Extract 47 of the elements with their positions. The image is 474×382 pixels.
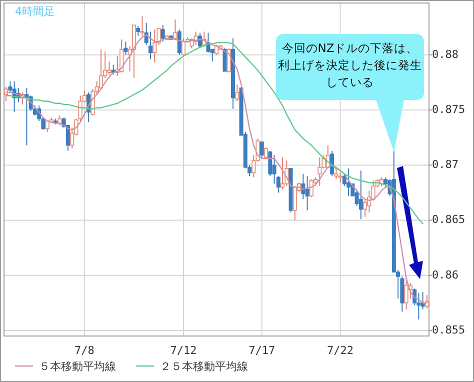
candlestick [226, 48, 231, 73]
x-tick-label: 7/8 [74, 344, 94, 357]
candlestick [318, 156, 322, 187]
y-tick-label: 0.86 [432, 268, 458, 282]
chart-title: 4時間足 [15, 5, 55, 18]
candlestick [78, 95, 82, 122]
candlestick [124, 41, 128, 56]
candlestick [330, 150, 334, 177]
y-tick-label: 0.865 [432, 213, 466, 226]
candlestick [309, 178, 314, 198]
candlestick [260, 141, 264, 159]
candlestick [280, 156, 285, 190]
candlestick [338, 172, 342, 184]
y-tick-label: 0.855 [432, 323, 466, 336]
candlestick [136, 26, 140, 37]
candlestick [98, 48, 103, 90]
candlestick [272, 154, 276, 184]
x-tick-label: 7/17 [248, 344, 276, 357]
legend-label: ２５本移動平均線 [160, 360, 248, 373]
y-tick-label: 0.87 [432, 158, 458, 172]
candlestick [107, 60, 112, 76]
candlestick [177, 28, 182, 56]
candlestick [292, 186, 297, 221]
annotation: 今回のNZドルの下落は、利上げを決定した後に発生している [278, 41, 422, 89]
candlestick [235, 84, 240, 102]
candlestick [181, 38, 186, 56]
candlestick [148, 31, 152, 60]
candlestick [160, 24, 165, 42]
candlestick [305, 176, 310, 211]
x-tick-label: 7/12 [170, 344, 197, 357]
x-tick-label: 7/22 [327, 344, 354, 357]
legend-label: ５本移動平均線 [39, 360, 116, 373]
candlestick [346, 168, 351, 196]
y-tick-label: 0.88 [432, 48, 458, 61]
candlestick [120, 38, 124, 73]
candlestick [404, 279, 408, 310]
candlestick [367, 190, 372, 214]
candlestick [268, 150, 272, 177]
candlestick [152, 28, 157, 64]
candlestick [416, 292, 421, 320]
candlestick [358, 170, 363, 220]
candlestick [198, 32, 202, 49]
callout: 今回のNZドルの下落は、利上げを決定した後に発生している [276, 34, 424, 152]
y-tick-label: 0.875 [432, 102, 466, 116]
candlestick [222, 48, 227, 72]
candlestick [173, 19, 178, 40]
candlestick [334, 168, 338, 180]
